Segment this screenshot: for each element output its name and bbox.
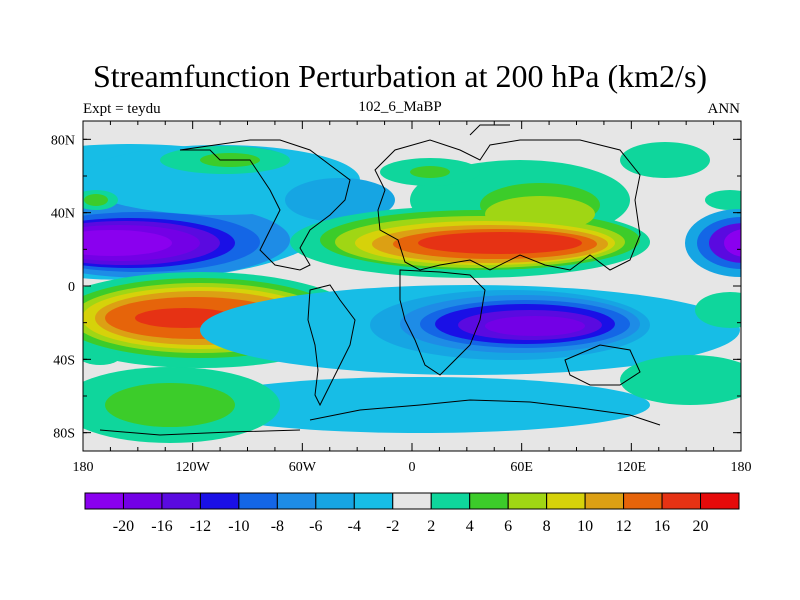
lon-tick-label: 180: [73, 460, 94, 475]
colorbar-swatch: [546, 492, 586, 510]
colorbar-label: 4: [466, 518, 474, 535]
lat-tick-label: 80S: [53, 427, 75, 442]
colorbar-label: -20: [113, 518, 134, 535]
positive-lobe-north-east: [290, 160, 650, 278]
lon-tick-label: 0: [409, 460, 416, 475]
colorbar-swatch: [700, 492, 740, 510]
contour-field: [83, 142, 741, 443]
negative-lobe-north-east-edge: [685, 209, 741, 277]
colorbar-swatch: [276, 492, 317, 510]
colorbar-swatch: [392, 492, 432, 510]
colorbar-label: 20: [693, 518, 709, 535]
colorbar-swatch: [584, 492, 625, 510]
colorbar-label: -16: [151, 518, 172, 535]
lon-tick-label: 120W: [176, 460, 211, 475]
colorbar-label: -8: [271, 518, 284, 535]
colorbar-label: 10: [577, 518, 593, 535]
lon-tick-label: 180: [731, 460, 752, 475]
colorbar-swatch: [161, 492, 201, 510]
lat-tick-label: 40N: [51, 207, 75, 222]
season-label: ANN: [707, 101, 741, 117]
lat-tick-label: 0: [68, 280, 75, 295]
southern-ocean-bands: [83, 292, 741, 443]
lat-tick-label: 40S: [53, 353, 75, 368]
colorbar-swatch: [315, 492, 355, 510]
lon-tick-label: 120E: [617, 460, 647, 475]
colorbar-label: 2: [427, 518, 435, 535]
colorbar-swatch: [84, 492, 124, 510]
colorbar-label: -12: [190, 518, 211, 535]
colorbar-label: -4: [348, 518, 361, 535]
coastlines: [99, 124, 661, 436]
colorbar-swatch: [199, 492, 240, 510]
colorbar-swatch: [353, 492, 394, 510]
negative-lobe-south-east: [200, 285, 740, 375]
colorbar-label: 12: [616, 518, 632, 535]
colorbar-label: 16: [654, 518, 670, 535]
case-label: 102_6_MaBP: [358, 99, 442, 115]
colorbar-label: -6: [309, 518, 322, 535]
lon-tick-label: 60E: [510, 460, 533, 475]
colorbar-label: -2: [386, 518, 399, 535]
colorbar-swatch: [430, 492, 471, 510]
colorbar-swatch: [623, 492, 663, 510]
colorbar-swatch: [661, 492, 702, 510]
colorbar-label: -10: [228, 518, 249, 535]
colorbar-label: 8: [543, 518, 551, 535]
latitude-axis: 80N 40N 0 40S 80S: [51, 133, 741, 442]
colorbar-label: 6: [504, 518, 512, 535]
longitude-axis: 180 120W 60W 0 60E 120E 180: [73, 121, 752, 475]
colorbar-swatch: [238, 492, 278, 510]
colorbar-swatch: [507, 492, 548, 510]
lon-tick-label: 60W: [289, 460, 317, 475]
colorbar-swatch: [469, 492, 509, 510]
experiment-label: Expt = teydu: [83, 101, 161, 117]
lat-tick-label: 80N: [51, 133, 75, 148]
colorbar-swatch: [122, 492, 163, 510]
colorbar: -20 -16 -12 -10 -8 -6 -4 -2 2 4 6 8 10 12 16 20: [84, 492, 740, 535]
chart-title: Streamfunction Perturbation at 200 hPa (…: [92, 58, 708, 94]
